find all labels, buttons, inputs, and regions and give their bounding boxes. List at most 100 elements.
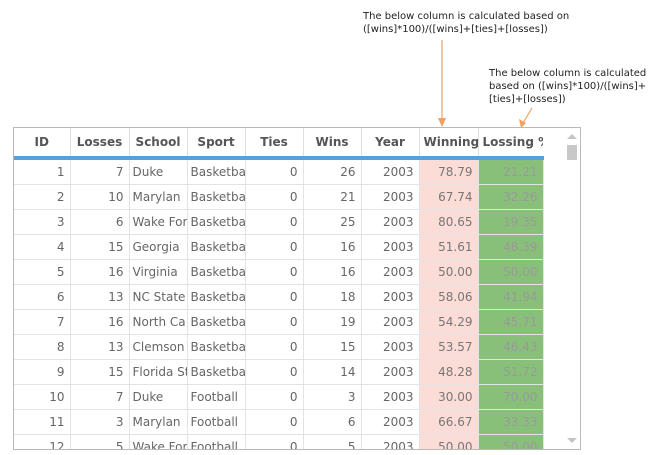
table-row[interactable]: 6 13 NC State Basketba 0 18 2003 58.06 41.94 [14,284,544,310]
cell-school[interactable]: Duke [129,158,188,185]
cell-losses[interactable]: 7 [70,384,130,410]
cell-sport[interactable]: Basketba [187,334,246,360]
scrollbar-thumb[interactable] [567,145,577,160]
cell-wins[interactable]: 18 [303,284,362,310]
cell-winning[interactable]: 80.65 [419,209,479,235]
cell-winning[interactable]: 66.67 [419,409,479,435]
cell-id[interactable]: 8 [14,334,71,360]
cell-wins[interactable]: 14 [303,359,362,385]
cell-ties[interactable]: 0 [245,309,304,335]
column-header-year[interactable]: Year [361,128,420,160]
cell-year[interactable]: 2003 [361,434,420,449]
data-grid[interactable]: ID Losses School Sport Ties Wins Year Wi… [13,127,581,450]
cell-id[interactable]: 5 [14,259,71,285]
cell-wins[interactable]: 16 [303,259,362,285]
cell-year[interactable]: 2003 [361,409,420,435]
cell-losing-percent[interactable]: 70.00 [478,384,544,410]
column-header-sport[interactable]: Sport [187,128,246,160]
cell-losses[interactable]: 15 [70,234,130,260]
cell-ties[interactable]: 0 [245,359,304,385]
table-row[interactable]: 2 10 Marylan Basketba 0 21 2003 67.74 32.26 [14,184,544,210]
cell-year[interactable]: 2003 [361,384,420,410]
cell-losses[interactable]: 3 [70,409,130,435]
cell-wins[interactable]: 15 [303,334,362,360]
table-row[interactable]: 12 5 Wake For Football 0 5 2003 50.00 50.00 [14,434,544,449]
cell-sport[interactable]: Basketba [187,234,246,260]
column-header-wins[interactable]: Wins [303,128,362,160]
cell-winning[interactable]: 51.61 [419,234,479,260]
vertical-scrollbar[interactable] [564,128,580,449]
cell-year[interactable]: 2003 [361,284,420,310]
cell-id[interactable]: 2 [14,184,71,210]
cell-school[interactable]: North Ca [129,309,188,335]
table-row[interactable]: 7 16 North Ca Basketba 0 19 2003 54.29 45.71 [14,309,544,335]
cell-losing-percent[interactable]: 21.21 [478,158,544,185]
cell-ties[interactable]: 0 [245,234,304,260]
cell-losses[interactable]: 5 [70,434,130,449]
cell-year[interactable]: 2003 [361,309,420,335]
cell-wins[interactable]: 5 [303,434,362,449]
cell-school[interactable]: Florida St [129,359,188,385]
cell-losses[interactable]: 16 [70,259,130,285]
table-row[interactable]: 9 15 Florida St Basketba 0 14 2003 48.28 51.72 [14,359,544,385]
column-header-ties[interactable]: Ties [245,128,304,160]
cell-sport[interactable]: Basketba [187,158,246,185]
cell-winning[interactable]: 48.28 [419,359,479,385]
cell-year[interactable]: 2003 [361,158,420,185]
cell-wins[interactable]: 6 [303,409,362,435]
cell-ties[interactable]: 0 [245,158,304,185]
cell-sport[interactable]: Basketba [187,184,246,210]
cell-sport[interactable]: Basketba [187,359,246,385]
cell-winning[interactable]: 50.00 [419,434,479,449]
cell-losing-percent[interactable]: 48.39 [478,234,544,260]
table-row[interactable]: 1 7 Duke Basketba 0 26 2003 78.79 21.21 [14,158,544,185]
cell-wins[interactable]: 25 [303,209,362,235]
cell-year[interactable]: 2003 [361,334,420,360]
table-row[interactable]: 8 13 Clemson Basketba 0 15 2003 53.57 46.43 [14,334,544,360]
table-row[interactable]: 3 6 Wake For Basketba 0 25 2003 80.65 19.35 [14,209,544,235]
cell-ties[interactable]: 0 [245,209,304,235]
cell-winning[interactable]: 58.06 [419,284,479,310]
cell-school[interactable]: Georgia [129,234,188,260]
cell-winning[interactable]: 54.29 [419,309,479,335]
cell-id[interactable]: 7 [14,309,71,335]
cell-losing-percent[interactable]: 50.00 [478,259,544,285]
cell-id[interactable]: 3 [14,209,71,235]
cell-ties[interactable]: 0 [245,259,304,285]
column-header-winning[interactable]: Winning [419,128,479,160]
cell-school[interactable]: Wake For [129,434,188,449]
cell-school[interactable]: NC State [129,284,188,310]
cell-school[interactable]: Duke [129,384,188,410]
table-row[interactable]: 11 3 Marylan Football 0 6 2003 66.67 33.33 [14,409,544,435]
cell-wins[interactable]: 3 [303,384,362,410]
cell-year[interactable]: 2003 [361,259,420,285]
cell-wins[interactable]: 16 [303,234,362,260]
cell-sport[interactable]: Football [187,434,246,449]
cell-losing-percent[interactable]: 33.33 [478,409,544,435]
cell-id[interactable]: 9 [14,359,71,385]
cell-losing-percent[interactable]: 50.00 [478,434,544,449]
cell-losing-percent[interactable]: 19.35 [478,209,544,235]
cell-winning[interactable]: 78.79 [419,158,479,185]
cell-losing-percent[interactable]: 32.26 [478,184,544,210]
scroll-up-arrow-icon[interactable] [567,134,577,139]
cell-winning[interactable]: 67.74 [419,184,479,210]
table-row[interactable]: 5 16 Virginia Basketba 0 16 2003 50.00 50.00 [14,259,544,285]
cell-wins[interactable]: 21 [303,184,362,210]
cell-losses[interactable]: 10 [70,184,130,210]
cell-ties[interactable]: 0 [245,384,304,410]
cell-sport[interactable]: Basketba [187,259,246,285]
cell-school[interactable]: Wake For [129,209,188,235]
cell-wins[interactable]: 19 [303,309,362,335]
cell-losing-percent[interactable]: 45.71 [478,309,544,335]
table-row[interactable]: 4 15 Georgia Basketba 0 16 2003 51.61 48.39 [14,234,544,260]
table-row[interactable]: 10 7 Duke Football 0 3 2003 30.00 70.00 [14,384,544,410]
cell-losses[interactable]: 13 [70,284,130,310]
cell-school[interactable]: Clemson [129,334,188,360]
cell-ties[interactable]: 0 [245,184,304,210]
cell-school[interactable]: Marylan [129,409,188,435]
column-header-losses[interactable]: Losses [70,128,130,160]
column-header-id[interactable]: ID [14,128,71,160]
cell-losses[interactable]: 13 [70,334,130,360]
scroll-down-arrow-icon[interactable] [567,438,577,443]
